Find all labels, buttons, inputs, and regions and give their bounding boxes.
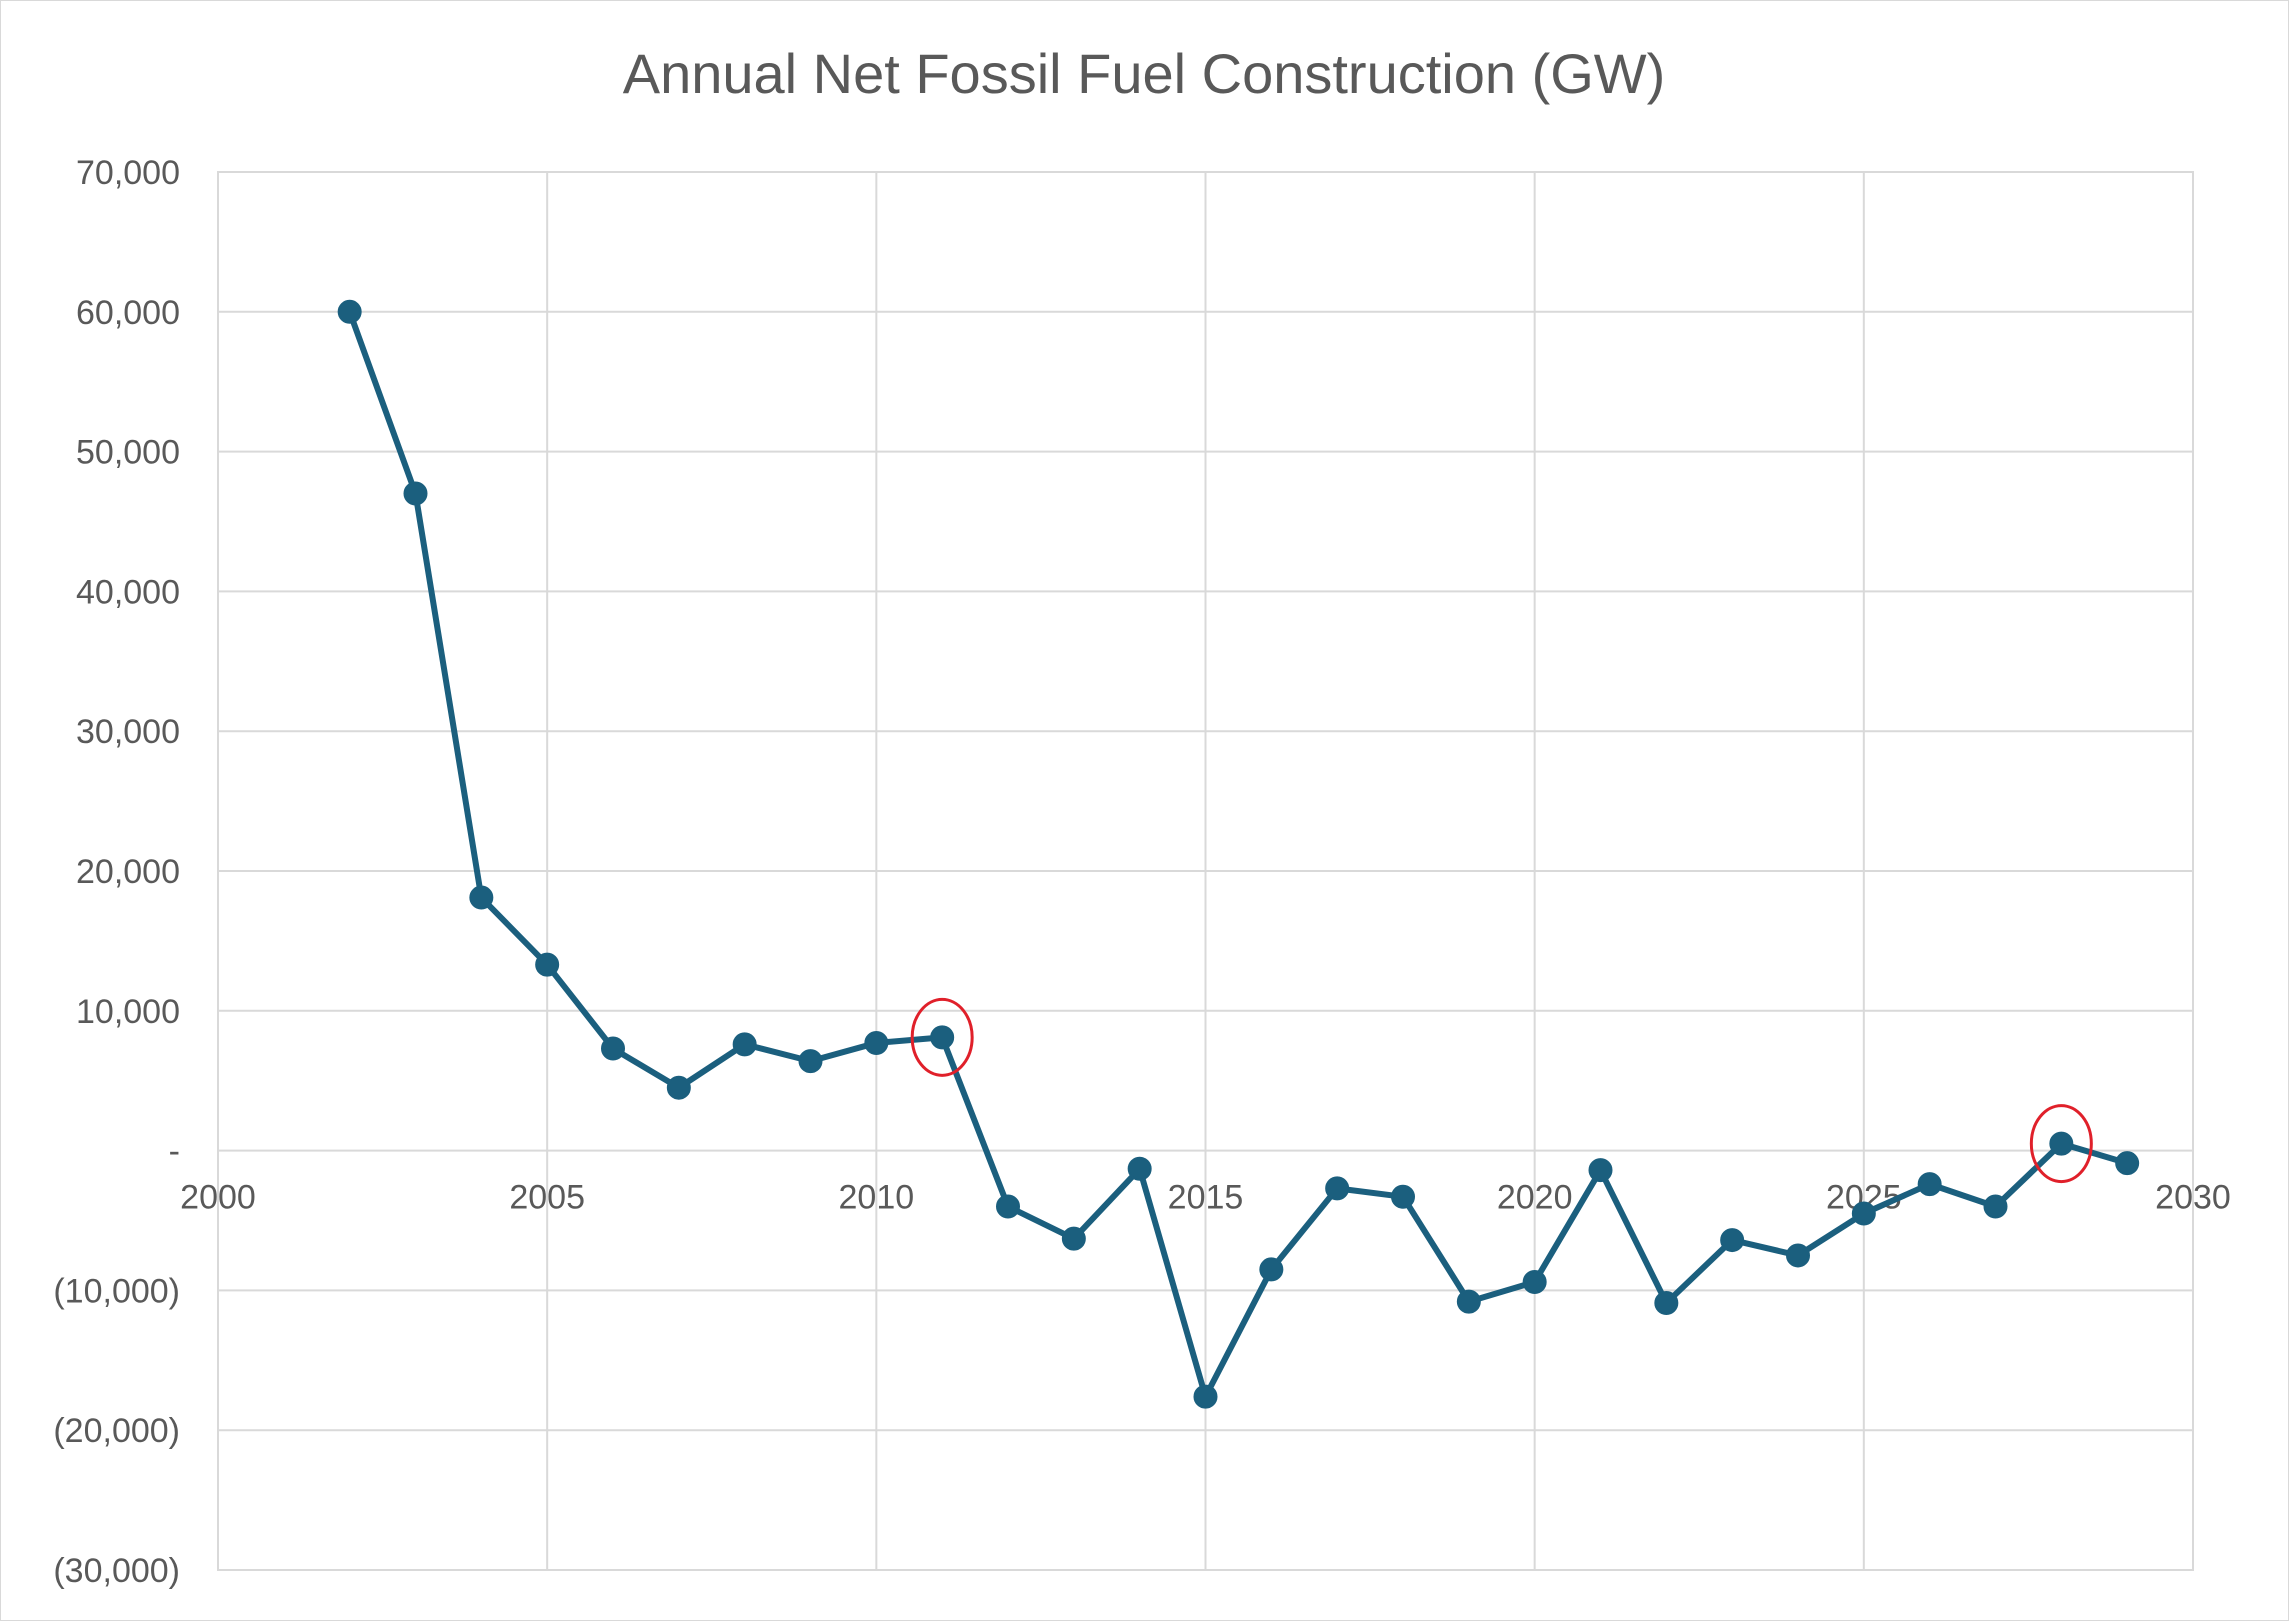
- y-tick-label: 30,000: [76, 713, 180, 751]
- x-tick-label: 2015: [1168, 1179, 1244, 1217]
- data-point: [1193, 1384, 1218, 1409]
- data-point: [1917, 1172, 1942, 1197]
- y-tick-label: 60,000: [76, 294, 180, 332]
- series-layer: [337, 299, 2140, 1409]
- annotations: [910, 997, 2093, 1184]
- data-point: [403, 481, 428, 506]
- data-point: [1522, 1270, 1547, 1295]
- y-tick-label: 10,000: [76, 993, 180, 1031]
- data-point: [996, 1194, 1020, 1219]
- data-point: [1391, 1184, 1415, 1209]
- x-tick-label: 2030: [2155, 1179, 2231, 1217]
- highlight-circle: [910, 997, 974, 1077]
- data-point: [666, 1075, 691, 1100]
- data-point: [1654, 1290, 1679, 1315]
- data-point: [1851, 1201, 1876, 1226]
- series-line: [346, 310, 2129, 1400]
- data-point: [732, 1032, 757, 1057]
- y-tick-label: 70,000: [76, 154, 180, 192]
- data-point: [1127, 1156, 1152, 1181]
- data-point: [864, 1030, 889, 1055]
- y-tick-label: (10,000): [53, 1272, 180, 1310]
- data-point: [1325, 1176, 1350, 1201]
- data-point: [798, 1049, 823, 1074]
- data-point: [1983, 1194, 2008, 1219]
- y-tick-label: 20,000: [76, 853, 180, 891]
- y-tick-label: -: [169, 1133, 180, 1171]
- plot-area-border: [217, 171, 2194, 1571]
- x-tick-label: 2020: [1497, 1179, 1573, 1217]
- data-point: [930, 1025, 955, 1050]
- y-tick-label: 50,000: [76, 434, 180, 472]
- y-tick-label: 40,000: [76, 573, 180, 611]
- data-point: [1061, 1226, 1086, 1251]
- x-tick-label: 2000: [180, 1179, 256, 1217]
- chart-title: Annual Net Fossil Fuel Construction (GW): [623, 42, 1666, 105]
- y-tick-label: (30,000): [53, 1552, 180, 1590]
- data-point: [535, 952, 560, 977]
- gridlines: [217, 171, 2194, 1571]
- data-point: [1720, 1228, 1745, 1253]
- x-tick-label: 2005: [509, 1179, 585, 1217]
- highlight-circle: [2029, 1104, 2093, 1184]
- data-point: [601, 1036, 625, 1061]
- data-point: [2115, 1151, 2140, 1176]
- data-point: [1456, 1289, 1481, 1314]
- data-point: [1588, 1158, 1613, 1183]
- tick-labels: 70,000 60,000 50,000 40,000 30,000 20,000 10,0…: [53, 154, 2230, 1590]
- data-point: [1259, 1257, 1284, 1282]
- data-point: [469, 885, 494, 910]
- data-point: [2049, 1131, 2074, 1156]
- data-point: [1786, 1243, 1810, 1268]
- x-tick-label: 2010: [839, 1179, 915, 1217]
- y-tick-label: (20,000): [53, 1412, 180, 1450]
- data-point: [337, 299, 362, 324]
